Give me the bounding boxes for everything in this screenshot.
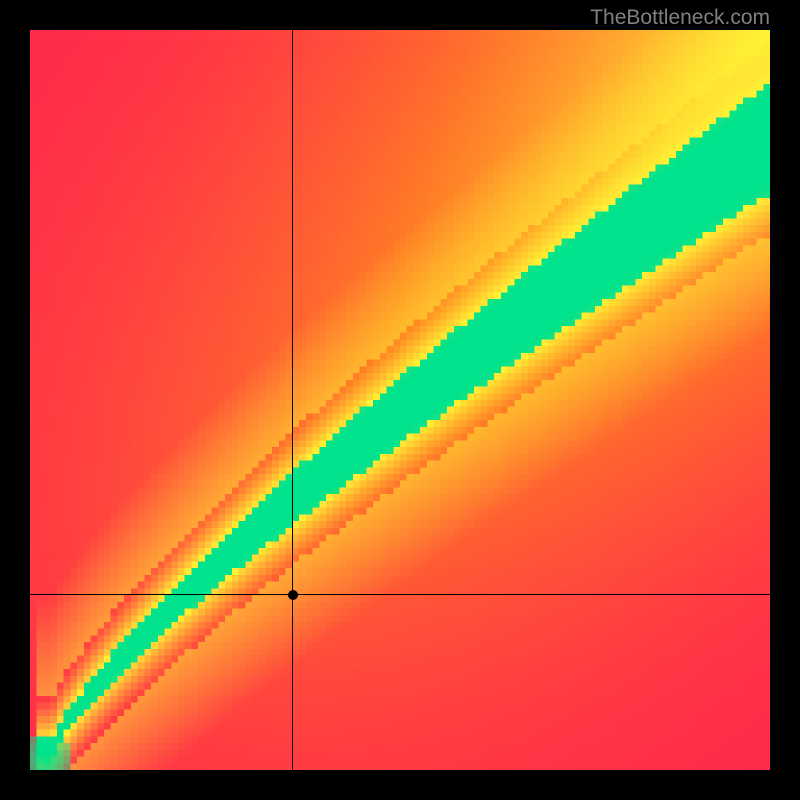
watermark-text: TheBottleneck.com	[590, 6, 770, 30]
bottleneck-heatmap	[30, 30, 770, 770]
crosshair-vertical	[292, 30, 293, 770]
crosshair-horizontal	[30, 594, 770, 595]
crosshair-marker	[288, 590, 298, 600]
